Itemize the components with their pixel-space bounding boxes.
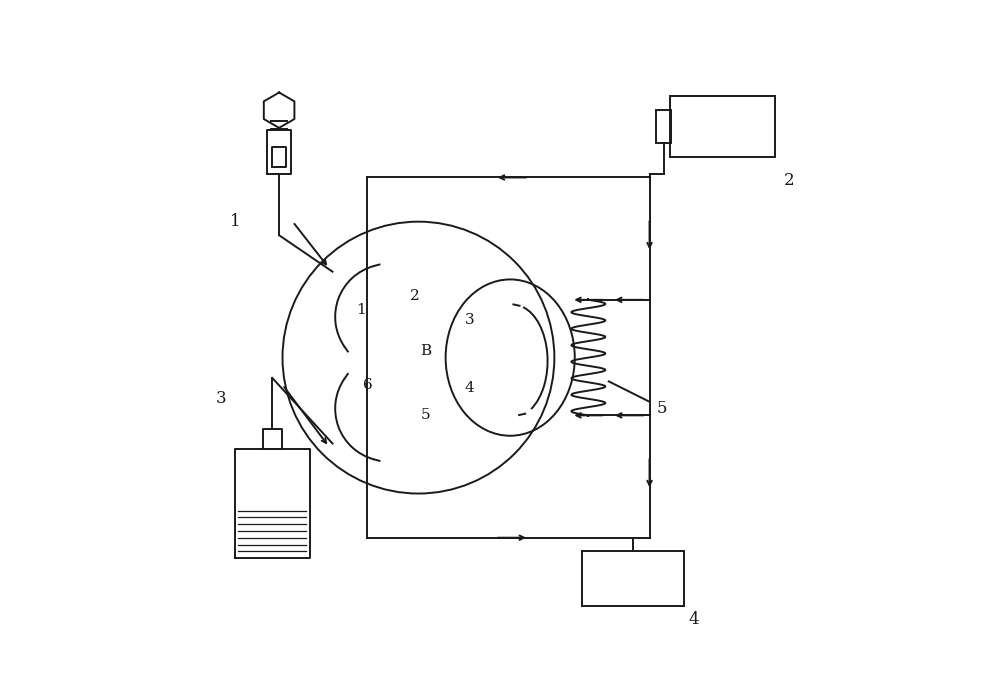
Text: 4: 4 xyxy=(465,381,474,395)
Text: 3: 3 xyxy=(465,313,474,327)
Text: 1: 1 xyxy=(230,213,240,230)
Bar xyxy=(656,109,671,144)
Text: 2: 2 xyxy=(410,290,420,303)
Text: 1: 1 xyxy=(356,303,366,317)
Bar xyxy=(582,551,684,605)
Text: 5: 5 xyxy=(420,409,430,422)
Text: 4: 4 xyxy=(688,611,699,627)
Text: 5: 5 xyxy=(656,400,667,417)
Text: 2: 2 xyxy=(784,173,794,189)
Text: B: B xyxy=(420,344,431,358)
Bar xyxy=(670,96,775,157)
Text: 3: 3 xyxy=(216,390,227,407)
Text: 6: 6 xyxy=(363,378,372,391)
